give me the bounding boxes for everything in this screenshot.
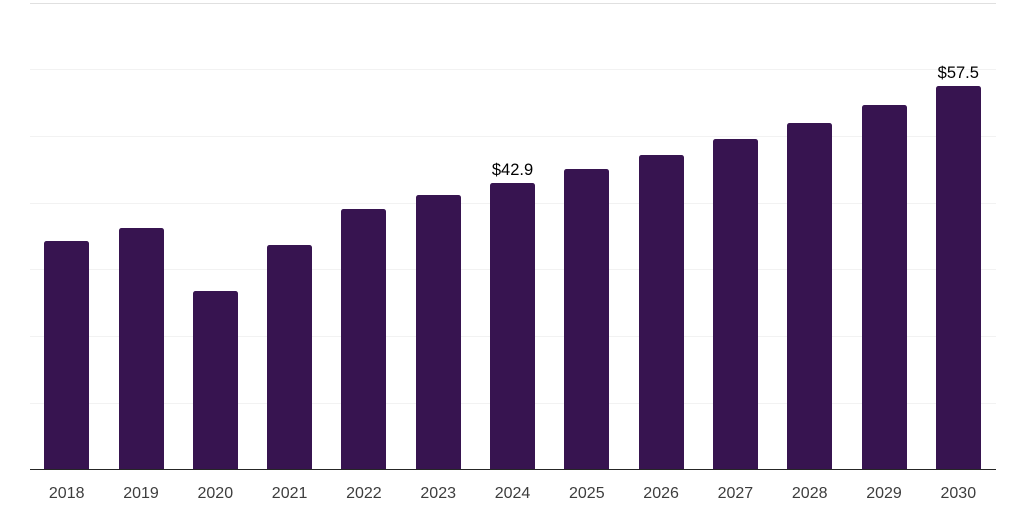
- bar-2019: [118, 228, 164, 470]
- x-tick-label-2029: 2029: [866, 485, 902, 502]
- bar-2026: [638, 154, 684, 470]
- gridline-70: [29, 2, 996, 4]
- gridline-50: [29, 135, 996, 137]
- x-tick-label-2020: 2020: [197, 485, 234, 502]
- bar-2028: [787, 122, 833, 470]
- x-axis-line: [29, 468, 996, 470]
- x-tick-label-2023: 2023: [420, 485, 456, 502]
- bar-2027: [712, 138, 758, 470]
- bar-2029: [861, 104, 907, 470]
- value-label-2030: $57.5: [937, 63, 979, 82]
- bar-2022: [341, 209, 387, 470]
- value-label-2024: $42.9: [491, 161, 534, 180]
- bar-2023: [415, 195, 461, 470]
- x-tick-label-2022: 2022: [346, 485, 382, 502]
- x-tick-label-2026: 2026: [643, 485, 679, 502]
- x-tick-label-2021: 2021: [271, 485, 308, 502]
- x-tick-label-2024: 2024: [494, 485, 531, 502]
- x-tick-label-2025: 2025: [569, 485, 605, 502]
- x-tick-label-2019: 2019: [123, 485, 159, 502]
- gridline-60: [29, 69, 996, 71]
- bar-2024: [490, 183, 535, 470]
- bar-2025: [564, 168, 610, 470]
- x-tick-label-2028: 2028: [791, 485, 828, 502]
- bar-2030: [935, 85, 981, 470]
- x-tick-label-2018: 2018: [48, 485, 85, 502]
- x-tick-label-2027: 2027: [717, 485, 754, 502]
- bar-2020: [192, 291, 238, 470]
- x-tick-label-2030: 2030: [940, 485, 977, 502]
- bar-2021: [267, 245, 313, 470]
- bar-2018: [44, 241, 90, 470]
